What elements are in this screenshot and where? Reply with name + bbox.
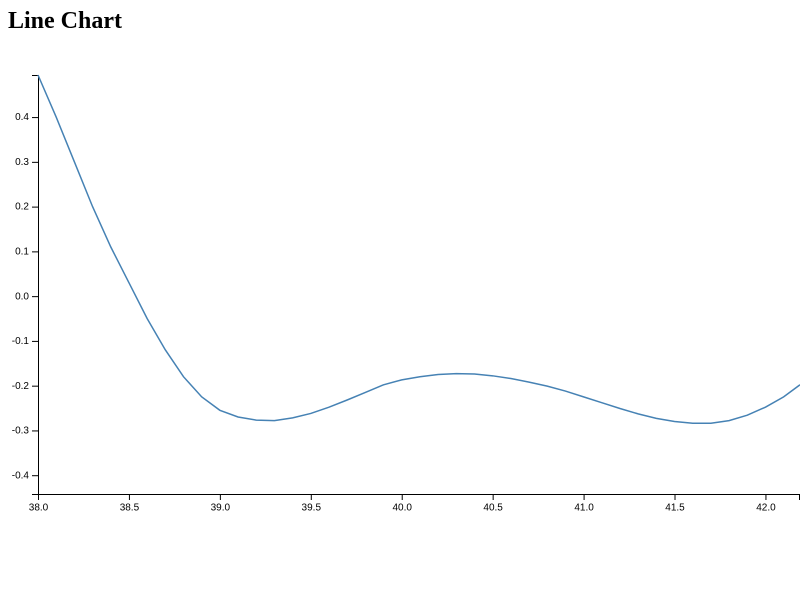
y-tick-label: 0.1	[15, 247, 29, 258]
y-tick-label: -0.3	[12, 426, 30, 437]
y-tick-label: 0.3	[15, 157, 29, 168]
x-tick-label: 41.5	[665, 503, 685, 514]
x-tick-label: 39.5	[302, 503, 322, 514]
y-tick-label: 0.4	[15, 112, 29, 123]
y-tick-label: 0.0	[15, 291, 29, 302]
line	[37, 74, 800, 425]
x-tick-label: 40.5	[483, 503, 503, 514]
chart-title: Line Chart	[8, 8, 122, 34]
x-tick-label: 40.0	[392, 503, 412, 514]
y-tick-label: -0.1	[12, 336, 30, 347]
x-tick-label: 38.5	[120, 503, 140, 514]
x-tick-label: 38.0	[29, 503, 49, 514]
x-tick-label: 39.0	[211, 503, 231, 514]
x-axis-line	[38, 494, 800, 500]
x-tick-label: 42.0	[756, 503, 776, 514]
y-tick-label: -0.2	[12, 381, 30, 392]
x-tick-label: 41.0	[574, 503, 594, 514]
y-axis-line	[32, 75, 39, 495]
y-tick-label: 0.2	[15, 202, 29, 213]
y-tick-label: -0.4	[12, 470, 30, 481]
